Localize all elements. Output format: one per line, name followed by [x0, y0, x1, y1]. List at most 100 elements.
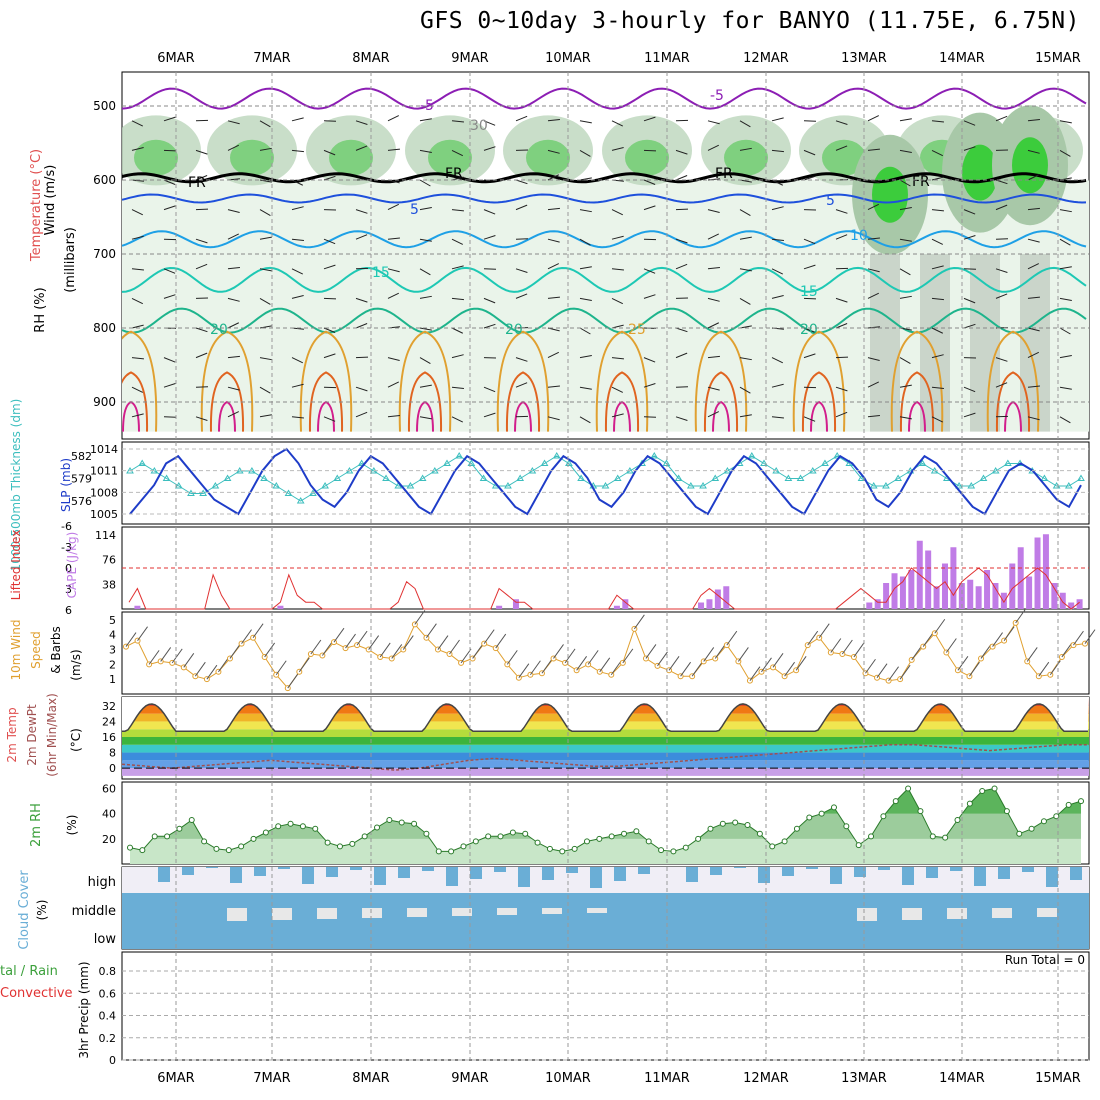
- rh2m-point: [608, 833, 615, 840]
- wind-barb: [547, 263, 560, 270]
- rh2m-point: [1003, 808, 1010, 815]
- wind-barb: [131, 147, 144, 151]
- rh-blob: [329, 139, 373, 176]
- rh2m-point: [485, 833, 492, 840]
- rh2m-area: [130, 788, 1081, 864]
- wind-barb: [771, 117, 784, 122]
- li-tick: 0: [65, 562, 72, 575]
- li-line: [128, 567, 1080, 610]
- li-axis-label: Lifted Index: [9, 530, 23, 601]
- wind-barb: [419, 179, 431, 187]
- contour-20: [122, 307, 1087, 334]
- wind-barb: [227, 411, 240, 418]
- wind-barb: [931, 354, 944, 359]
- thickness-marker: [211, 482, 220, 489]
- temp-band: [122, 752, 1089, 761]
- contour-label: 20: [210, 322, 228, 338]
- rh2m-point: [905, 785, 912, 792]
- wind-barb: [611, 413, 624, 418]
- thickness-tick: 582: [71, 450, 92, 463]
- date-label-top: 9MAR: [451, 51, 488, 66]
- rh2m-point: [979, 788, 986, 795]
- wind-barb: [483, 297, 496, 304]
- wind-10m-barb: [483, 629, 495, 644]
- wind-barb: [899, 416, 912, 420]
- wind-barb: [899, 207, 912, 211]
- wind-barb: [611, 235, 624, 240]
- wind-barb: [291, 383, 304, 388]
- cloud-high-bar: [302, 867, 314, 884]
- wind-barb: [131, 179, 144, 182]
- rh-axis-label: RH (%): [33, 287, 48, 332]
- li-tick: 3: [65, 583, 72, 596]
- wind-10m-barb: [333, 627, 345, 643]
- thickness-marker: [540, 459, 549, 466]
- rh2m-point: [695, 835, 702, 842]
- contour-label: 5: [410, 202, 419, 218]
- wind-barb: [739, 386, 751, 394]
- wind-barb: [579, 149, 591, 157]
- cape-bar: [967, 579, 974, 609]
- wind-barb: [867, 415, 880, 418]
- thickness-marker: [1064, 482, 1073, 489]
- wind-barb: [771, 149, 784, 153]
- cloud-high-bar: [710, 867, 722, 875]
- rh2m-point: [806, 814, 813, 821]
- rh2m-point: [361, 833, 368, 840]
- wind-barb: [163, 357, 176, 363]
- wind-barb: [515, 357, 528, 362]
- wind-barb: [835, 297, 848, 303]
- wind-barb: [867, 148, 880, 151]
- thickness-marker: [138, 459, 147, 466]
- temp-tick: 24: [102, 715, 116, 728]
- cloud-high-bar: [782, 867, 794, 876]
- wind-barb: [963, 235, 976, 240]
- wind-barb: [643, 268, 656, 274]
- wind-barb: [291, 357, 304, 364]
- rh2m-point: [460, 843, 467, 850]
- wind-10m-barb: [345, 633, 356, 649]
- wind-barb: [739, 357, 752, 361]
- temp-band: [122, 737, 1089, 745]
- contour-label: 20: [505, 322, 523, 338]
- rh2m-axis-label: 2m RH: [29, 803, 44, 847]
- cape-bar: [874, 599, 881, 609]
- cloud-high-bar: [1046, 867, 1058, 887]
- cape-bar: [1068, 602, 1075, 609]
- wind-10m-barb: [922, 632, 934, 647]
- wind-10m-barb: [137, 626, 148, 641]
- contour-label: FR: [715, 166, 733, 182]
- rh2m-point: [398, 819, 405, 826]
- wind-barb: [515, 179, 528, 185]
- contour-label: 5: [826, 193, 835, 209]
- rh2m-point: [324, 839, 331, 846]
- rh2m-point: [275, 823, 282, 830]
- wind-barb: [291, 238, 304, 241]
- slp-axis-label: SLP (mb): [59, 458, 73, 512]
- wind-barb: [675, 352, 688, 359]
- rh-blob: [822, 139, 866, 176]
- wind-barb: [803, 416, 816, 422]
- thickness-marker: [199, 489, 208, 496]
- wind-barb: [483, 146, 496, 151]
- wind-barb: [195, 327, 208, 333]
- rh2m-point: [929, 833, 936, 840]
- cape-bar: [992, 583, 999, 609]
- contour-30: [604, 371, 640, 432]
- wind-barb: [611, 357, 624, 360]
- wind-barb: [1059, 120, 1072, 124]
- contour-label: 30: [470, 118, 488, 134]
- rh2m-point: [571, 845, 578, 852]
- wind-10m-barb: [1084, 629, 1096, 644]
- rh2m-point: [855, 842, 862, 849]
- wind-barb: [163, 116, 176, 122]
- rh2m-point: [868, 833, 875, 840]
- wind-barb: [579, 177, 592, 181]
- thickness-marker: [967, 482, 976, 489]
- contour-25: [694, 330, 748, 432]
- wind-barb: [707, 386, 720, 391]
- wind-barb: [227, 355, 240, 359]
- wind-barb: [579, 238, 591, 246]
- wind-barb: [771, 295, 784, 299]
